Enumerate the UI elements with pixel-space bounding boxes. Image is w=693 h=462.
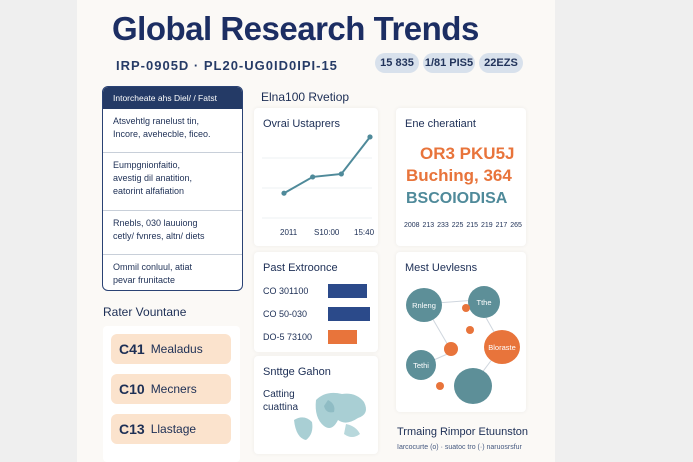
x-tick: S10:00: [314, 228, 340, 237]
emerging-tick: 215: [466, 222, 479, 229]
network-node: Rnleng: [406, 288, 442, 322]
highlights-header: Intorcheate ahs Diel/ / Fatst: [103, 87, 242, 109]
line-chart-card: Ovrai Ustaprers 2011 S10:00 15:40: [254, 108, 378, 246]
volume-code: C41: [119, 341, 145, 357]
network-dot: [462, 304, 470, 312]
footer-note: Iarcocurte (o) · suatoc tro (·) naruosrs…: [397, 444, 522, 451]
volume-code: C13: [119, 421, 145, 437]
trend-series-line: [283, 136, 371, 195]
volume-item: C10 Mecners: [111, 374, 231, 404]
x-tick: 15:40: [354, 228, 375, 237]
highlight-item-text: Atsvehtlg ranelust tin, Incore, avehecbl…: [113, 116, 211, 139]
highlight-item: Ommil conluul, atiat pevar frunitacte: [103, 255, 242, 290]
stat-pill-3: 22EZS: [479, 53, 523, 73]
trend-point: [281, 190, 287, 196]
volume-label: Mecners: [150, 382, 197, 396]
highlight-item: Rnebls, 030 lauuiong cetly/ fvnres, altn…: [103, 211, 242, 255]
emerging-title: Ene cheratiant: [405, 118, 476, 130]
bar-label: DO-5 73100: [263, 332, 313, 342]
highlights-card: Intorcheate ahs Diel/ / Fatst Atsvehtlg …: [102, 86, 243, 291]
bar-label: CO 50-030: [263, 309, 308, 319]
network-dot: [444, 342, 458, 356]
network-node: Tthe: [468, 286, 500, 318]
trend-point: [367, 134, 373, 140]
highlight-item: Atsvehtlg ranelust tin, Incore, avehecbl…: [103, 109, 242, 153]
highlight-item-text: Rnebls, 030 lauuiong cetly/ fvnres, altn…: [113, 218, 205, 241]
trend-point: [338, 171, 344, 177]
world-map-icon: [294, 392, 366, 440]
emerging-tick: 219: [481, 222, 493, 229]
emerging-tick: 217: [495, 222, 508, 229]
page-title: Global Research Trends: [112, 10, 479, 47]
bar: [328, 307, 370, 321]
emerging-tick: 2008: [404, 222, 420, 229]
highlight-item-text: Eumpgnionfaitio, avestig dil anatition, …: [113, 160, 193, 196]
map-caption: Catting cuattina: [263, 389, 299, 413]
volume-label: Llastage: [150, 422, 197, 436]
volume-label: Mealadus: [150, 342, 203, 356]
network-node: Bloraste: [484, 330, 520, 364]
emerging-line-1: OR3 PKU5J: [420, 144, 515, 163]
trend-heading: Elna100 Rvetiop: [261, 90, 350, 104]
emerging-tick: 213: [422, 222, 435, 229]
line-chart: [262, 134, 373, 219]
highlight-item: Eumpgnionfaitio, avestig dil anatition, …: [103, 153, 242, 211]
network-dot: [436, 382, 444, 390]
line-chart-title: Ovrai Ustaprers: [263, 118, 341, 130]
emerging-line-2: Buching, 364: [406, 166, 512, 185]
footer-title: Trmaing Rimpor Etuunston: [397, 426, 529, 438]
volume-code: C10: [119, 381, 145, 397]
map-title: Snttge Gahon: [263, 366, 331, 378]
volume-heading: Rater Vountane: [103, 305, 187, 319]
network-dot: [466, 326, 474, 334]
map-card: Snttge Gahon Catting cuattina: [254, 356, 378, 454]
emerging-ticks: 2008 213 233 225 215 219 217 265: [404, 222, 522, 229]
bar: [328, 284, 367, 298]
stat-pill-2: 1/81 PIS5: [423, 53, 475, 73]
network-node: Tethi: [406, 350, 436, 380]
emerging-card: Ene cheratiant OR3 PKU5J Buching, 364 BS…: [396, 108, 526, 246]
emerging-tick: 225: [451, 222, 464, 229]
bar-label: CO 301100: [263, 286, 309, 296]
volume-item: C13 Llastage: [111, 414, 231, 444]
network-node: [454, 368, 492, 404]
volume-card: C41 Mealadus C10 Mecners C13 Llastage: [103, 326, 240, 462]
emerging-line-3: BSCOIODISA: [406, 190, 508, 207]
x-tick: 2011: [280, 228, 298, 237]
highlight-item-text: Ommil conluul, atiat pevar frunitacte: [113, 262, 193, 285]
bar-chart-card: Past Extroonce CO 301100 CO 50-030 DO-5 …: [254, 252, 378, 352]
emerging-tick: 233: [437, 222, 449, 229]
network-card: Mest Uevlesns Rnleng Tthe Bloraste Tethi: [396, 252, 526, 412]
bar: [328, 330, 357, 344]
volume-item: C41 Mealadus: [111, 334, 231, 364]
network-title: Mest Uevlesns: [405, 262, 478, 274]
stat-pill-1: 15 835: [375, 53, 419, 73]
bar-chart-title: Past Extroonce: [263, 262, 338, 274]
emerging-tick: 265: [510, 222, 522, 229]
trend-point: [310, 174, 316, 180]
page-subtitle: IRP-0905D · PL20-UG0ID0IPI-15: [116, 58, 338, 73]
